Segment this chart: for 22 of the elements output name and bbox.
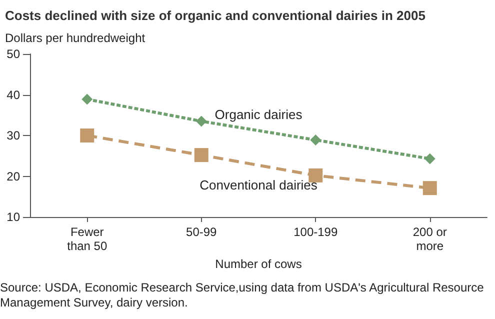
- series-label: Organic dairies: [214, 107, 303, 122]
- source-note: Source: USDA, Economic Research Service,using data from USDA's Agricultural Resource Management Survey, dairy version.: [0, 280, 488, 310]
- x-tick-label: Fewer than 50: [67, 225, 108, 253]
- y-tick-label: 50: [6, 47, 20, 61]
- y-tick-label: 30: [6, 128, 20, 142]
- point: [194, 148, 208, 162]
- series-label: Conventional dairies: [200, 178, 318, 193]
- y-tick-label: 20: [6, 169, 20, 184]
- point: [310, 134, 322, 146]
- y-tick-label: 10: [6, 210, 20, 224]
- point: [196, 116, 207, 127]
- y-tick-label: 40: [6, 88, 20, 102]
- point: [422, 181, 437, 196]
- y-axis-title: Dollars per hundredweight: [5, 31, 146, 45]
- x-tick-label: 200 or more: [412, 225, 447, 253]
- point: [424, 153, 436, 164]
- x-tick-label: 100-199: [294, 225, 338, 239]
- x-axis-title: Number of cows: [215, 256, 302, 271]
- point: [82, 94, 93, 105]
- point: [80, 128, 94, 142]
- x-tick-label: 50-99: [186, 225, 218, 239]
- chart-title: Costs declined with size of organic and conventional dairies in 2005: [5, 8, 426, 23]
